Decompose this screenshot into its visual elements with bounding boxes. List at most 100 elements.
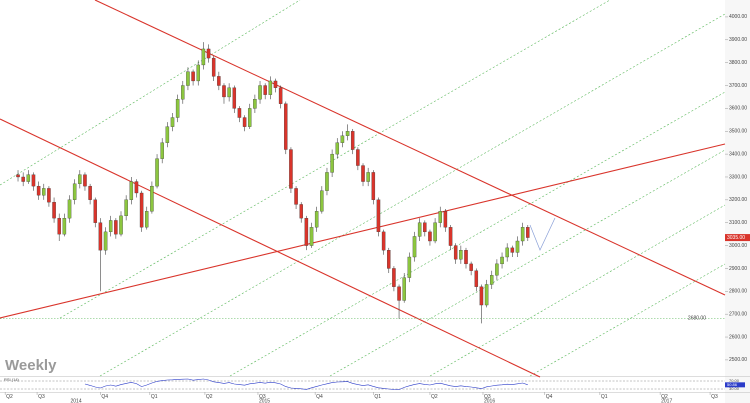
rsi-name: RSI (14) <box>4 377 20 382</box>
rsi-level-label: 30.00 <box>729 386 740 391</box>
x-tick-label: Q3 <box>711 394 718 400</box>
candle-body <box>438 211 442 223</box>
candle-body <box>253 99 257 109</box>
candle-body <box>206 48 211 59</box>
x-tick-label: Q2 <box>661 394 668 400</box>
candle-body <box>155 158 159 187</box>
candle-body <box>448 227 453 246</box>
y-tick-label: 2600.00 <box>729 334 747 340</box>
y-tick-label: 3600.00 <box>729 106 747 112</box>
support-label: 2680.00 <box>688 316 706 322</box>
y-tick-label: 3400.00 <box>729 151 747 157</box>
candle-body <box>376 199 381 233</box>
candle-body <box>335 142 340 155</box>
x-tick-label: Q1 <box>151 394 158 400</box>
rsi-line <box>84 378 528 390</box>
candle-body <box>36 185 41 196</box>
candle-body <box>397 286 401 301</box>
candle-body <box>16 174 20 178</box>
trend-lines <box>0 0 726 378</box>
candle-body <box>273 80 278 88</box>
y-tick-label: 3200.00 <box>729 197 747 203</box>
candle-body <box>366 172 370 182</box>
candle-body <box>247 108 252 127</box>
y-tick-label: 2900.00 <box>729 266 747 272</box>
candle-body <box>47 188 51 203</box>
x-tick-label: Q3 <box>38 394 45 400</box>
candle-body <box>407 256 412 278</box>
candle-body <box>402 277 406 301</box>
trend-line <box>0 143 726 319</box>
candle-body <box>222 85 226 98</box>
price-tag-label: 3035.00 <box>727 235 745 241</box>
candle-body <box>62 217 67 235</box>
candle-body <box>314 211 319 228</box>
candle-body <box>330 153 334 173</box>
candle-body <box>479 286 484 306</box>
candle-body <box>98 222 103 251</box>
candle-body <box>495 263 499 276</box>
candle-body <box>510 247 515 253</box>
candle-body <box>433 222 437 242</box>
y-tick-label: 3800.00 <box>729 60 747 66</box>
candle-body <box>284 103 288 150</box>
x-tick-label: Q1 <box>374 394 381 400</box>
candle-body <box>320 190 324 212</box>
candle-body <box>237 108 242 118</box>
trend-line <box>94 0 726 296</box>
candle-body <box>67 199 72 219</box>
x-tick-label: Q4 <box>546 394 553 400</box>
candle-body <box>361 165 365 182</box>
channel-line <box>529 263 726 377</box>
candle-body <box>83 174 87 187</box>
candle-body <box>489 275 494 285</box>
channel-line <box>99 13 726 377</box>
timeframe-label: Weekly <box>5 357 57 374</box>
candle-body <box>474 270 479 287</box>
y-tick-label: 3100.00 <box>729 220 747 226</box>
candle-body <box>26 174 31 182</box>
y-tick-label: 4000.00 <box>729 14 747 20</box>
candle-body <box>165 126 170 143</box>
year-label: 2015 <box>259 398 270 403</box>
candle-body <box>139 192 144 228</box>
candle-body <box>134 181 139 194</box>
candle-body <box>21 176 25 182</box>
candle-body <box>124 199 128 217</box>
candle-body <box>78 174 82 184</box>
price-tag <box>725 234 750 242</box>
year-label: 2017 <box>661 398 672 403</box>
x-tick-label: Q1 <box>601 394 608 400</box>
candle-body <box>505 247 509 258</box>
candle-body <box>526 227 530 238</box>
fib-channel <box>0 0 726 377</box>
price-axis-panel <box>725 0 750 403</box>
candle-body <box>304 217 309 246</box>
x-tick-label: Q2 <box>6 394 13 400</box>
y-tick-label: 2700.00 <box>729 312 747 318</box>
candle-body <box>232 87 237 109</box>
candle-body <box>52 201 56 219</box>
x-tick-label: Q2 <box>431 394 438 400</box>
candle-body <box>423 222 427 233</box>
rsi-level-label: 70.00 <box>729 378 740 383</box>
candle-body <box>412 236 417 258</box>
candle-body <box>515 240 520 253</box>
candle-body <box>428 231 432 242</box>
candle-body <box>350 131 355 150</box>
rsi-tag-label: 50.86 <box>727 382 738 387</box>
candle-body <box>387 250 391 269</box>
trend-line <box>0 118 541 378</box>
rsi-tag <box>725 382 745 388</box>
candle-body <box>340 135 345 143</box>
candle-body <box>484 284 489 306</box>
year-label: 2014 <box>71 398 82 403</box>
candle-body <box>278 87 283 104</box>
candle-body <box>294 188 298 205</box>
candle-body <box>119 215 123 235</box>
y-tick-label: 3500.00 <box>729 129 747 135</box>
candle-body <box>217 76 221 86</box>
y-tick-label: 3700.00 <box>729 83 747 89</box>
